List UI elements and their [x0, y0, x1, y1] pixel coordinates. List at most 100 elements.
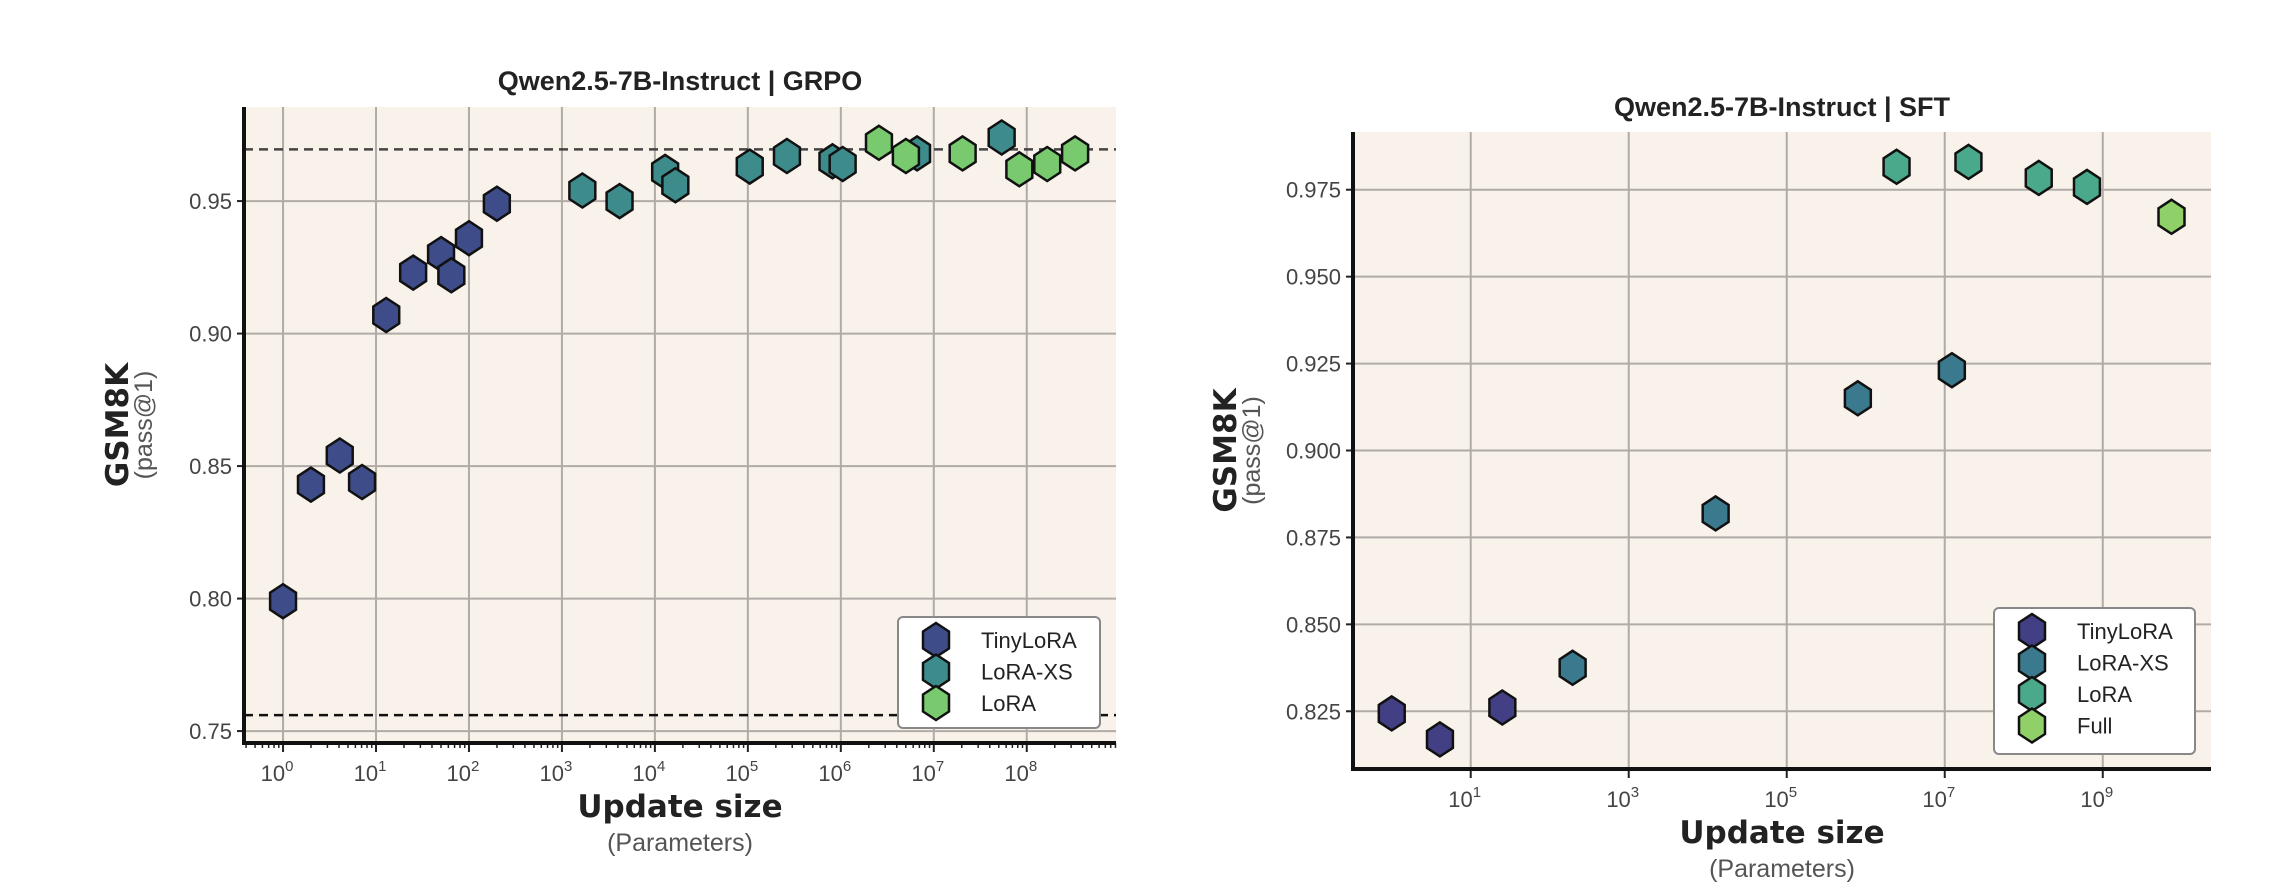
data-point-full: [2157, 198, 2186, 236]
x-tick-label: 109: [2080, 784, 2113, 812]
x-tick-exponent: 4: [657, 758, 665, 775]
x-tick-exponent: 1: [1473, 784, 1481, 801]
x-tick-exponent: 5: [1789, 784, 1797, 801]
legend-marker-icon: [921, 653, 951, 690]
x-tick-label: 105: [1764, 784, 1797, 812]
data-point-lora-xs: [1701, 494, 1730, 532]
data-point-tinylora: [347, 463, 377, 501]
data-point-lora: [1954, 143, 1983, 181]
chart-title: Qwen2.5-7B-Instruct | GRPO: [498, 66, 863, 96]
y-tick-label: 0.85: [189, 454, 232, 479]
data-point-lora: [2024, 159, 2053, 197]
data-point-lora-xs: [772, 137, 802, 175]
data-point-tinylora: [268, 582, 298, 620]
x-tick-label: 105: [725, 758, 758, 786]
y-tick-label: 0.950: [1286, 265, 1341, 290]
x-axis-label: Update size: [1679, 815, 1884, 851]
data-point-tinylora: [437, 256, 466, 294]
x-tick-label: 103: [1606, 784, 1639, 812]
x-tick-exponent: 6: [843, 758, 851, 775]
x-axis-sublabel: (Parameters): [607, 829, 753, 857]
y-axis-label: GSM8K: [100, 362, 136, 487]
legend-marker-icon: [2017, 675, 2047, 713]
data-point-tinylora: [1377, 694, 1406, 732]
x-tick-label: 106: [818, 758, 851, 786]
data-point-tinylora: [398, 254, 428, 292]
x-tick-exponent: 1: [378, 758, 386, 775]
data-point-lora-xs: [1937, 351, 1967, 389]
x-tick-exponent: 8: [1029, 758, 1037, 775]
y-tick-label: 0.95: [189, 189, 232, 214]
data-point-lora: [2072, 168, 2102, 206]
x-tick-exponent: 7: [936, 758, 944, 775]
x-tick-label: 107: [1922, 784, 1955, 812]
legend-label: TinyLoRA: [981, 628, 1077, 653]
legend-label: Full: [2077, 714, 2112, 739]
x-tick-exponent: 7: [1947, 784, 1955, 801]
legend-marker-icon: [2017, 707, 2047, 744]
x-tick-exponent: 0: [285, 758, 293, 775]
y-axis-sublabel: (pass@1): [130, 371, 158, 480]
data-point-tinylora: [482, 185, 512, 223]
data-point-lora: [948, 134, 977, 172]
x-tick-label: 103: [540, 758, 573, 786]
y-tick-label: 0.825: [1286, 699, 1341, 724]
legend-marker-icon: [2017, 612, 2047, 650]
data-point-tinylora: [296, 466, 326, 504]
legend-marker-icon: [2017, 644, 2047, 681]
x-tick-exponent: 3: [564, 758, 572, 775]
legend-label: LoRA-XS: [981, 660, 1073, 685]
data-point-lora-xs: [1558, 649, 1587, 687]
data-point-tinylora: [372, 296, 401, 334]
y-axis-label: GSM8K: [1208, 387, 1244, 512]
x-tick-exponent: 2: [471, 758, 479, 775]
legend-label: TinyLoRA: [2077, 619, 2173, 644]
y-tick-label: 0.900: [1286, 439, 1341, 464]
x-tick-exponent: 5: [750, 758, 758, 775]
y-tick-label: 0.925: [1286, 352, 1341, 377]
legend: TinyLoRA LoRA-XS LoRA: [897, 616, 1101, 729]
y-tick-label: 0.875: [1286, 525, 1341, 550]
data-point-lora-xs: [735, 148, 764, 186]
x-axis-label: Update size: [577, 789, 782, 825]
data-point-tinylora: [1425, 720, 1455, 758]
x-tick-label: 104: [632, 758, 665, 786]
data-point-lora-xs: [661, 166, 690, 204]
data-point-tinylora: [325, 437, 354, 474]
legend-label: LoRA-XS: [2077, 651, 2169, 676]
legend-label: LoRA: [981, 691, 1036, 716]
data-point-lora-xs: [605, 182, 634, 220]
data-point-tinylora: [1488, 689, 1517, 726]
y-tick-label: 0.850: [1286, 612, 1341, 637]
data-point-lora: [1033, 145, 1062, 183]
x-tick-label: 100: [261, 758, 294, 786]
chart-sft: 0.825 0.850 0.875 0.900 0.925 0.950 0.975 101 10…: [1208, 92, 2211, 883]
data-point-lora: [1882, 148, 1911, 186]
legend-marker-icon: [921, 684, 951, 722]
data-point-lora-xs: [987, 119, 1016, 156]
x-tick-label: 101: [1448, 784, 1481, 812]
y-tick-label: 0.90: [189, 322, 232, 347]
x-tick-exponent: 3: [1631, 784, 1639, 801]
data-point-lora-xs: [1843, 379, 1873, 417]
legend-marker-icon: [921, 621, 951, 659]
data-point-tinylora: [454, 219, 484, 257]
x-axis-sublabel: (Parameters): [1709, 855, 1855, 883]
data-point-lora-xs: [568, 172, 597, 209]
chart-title: Qwen2.5-7B-Instruct | SFT: [1614, 92, 1951, 122]
y-tick-label: 0.975: [1286, 178, 1341, 203]
x-tick-label: 108: [1004, 758, 1037, 786]
legend-label: LoRA: [2077, 682, 2132, 707]
y-axis-sublabel: (pass@1): [1238, 396, 1266, 505]
y-tick-label: 0.75: [189, 719, 232, 744]
x-tick-exponent: 9: [2105, 784, 2113, 801]
data-point-lora-xs: [828, 145, 857, 183]
x-tick-label: 102: [447, 758, 480, 786]
data-point-lora: [1005, 150, 1034, 188]
legend: TinyLoRA LoRA-XS LoRA Full: [1993, 607, 2196, 755]
y-tick-label: 0.80: [189, 587, 232, 612]
data-point-lora: [891, 137, 921, 175]
x-tick-label: 107: [911, 758, 944, 786]
